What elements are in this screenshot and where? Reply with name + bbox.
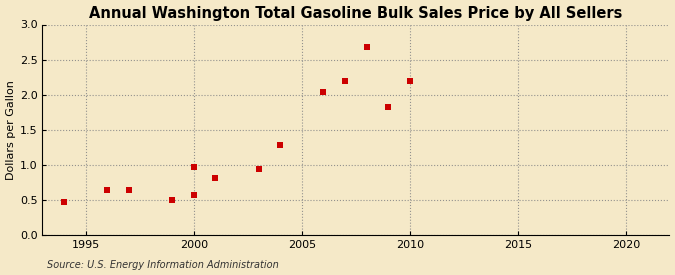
Point (253, 167, 264, 172)
Point (318, 90, 329, 94)
Point (167, 198, 178, 202)
Point (59, 200, 70, 205)
Point (340, 79, 350, 83)
Title: Annual Washington Total Gasoline Bulk Sales Price by All Sellers: Annual Washington Total Gasoline Bulk Sa… (89, 6, 622, 21)
Point (210, 176, 221, 181)
Point (102, 188, 113, 192)
Point (383, 105, 394, 110)
Point (275, 143, 286, 148)
Point (361, 45, 372, 49)
Point (404, 79, 415, 84)
Point (124, 188, 134, 192)
Point (188, 165, 199, 169)
Y-axis label: Dollars per Gallon: Dollars per Gallon (5, 80, 16, 180)
Text: Source: U.S. Energy Information Administration: Source: U.S. Energy Information Administ… (47, 260, 279, 270)
Point (188, 192, 199, 197)
